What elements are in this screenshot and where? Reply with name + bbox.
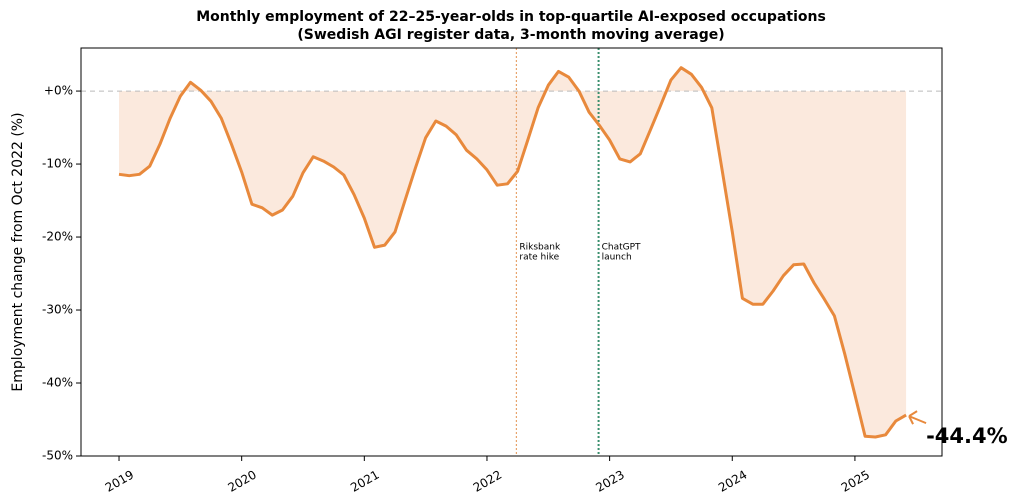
event-label: launch (602, 253, 632, 263)
y-tick-label: -20% (42, 230, 73, 244)
chart-title: Monthly employment of 22–25-year-olds in… (196, 9, 826, 25)
y-tick-label: -10% (42, 157, 73, 171)
line (118, 66, 907, 439)
plot-frame (80, 47, 943, 457)
y-tick-label: -40% (42, 376, 73, 390)
x-tick-label: 2022 (471, 468, 504, 495)
event-label: Riksbank (519, 243, 561, 253)
x-tick-label: 2020 (225, 468, 258, 495)
y-axis-label: Employment change from Oct 2022 (%) (10, 112, 26, 391)
chart-subtitle: (Swedish AGI register data, 3-month movi… (297, 27, 724, 43)
end-label: -44.4% (926, 424, 1008, 448)
x-tick-label: 2024 (716, 468, 749, 495)
y-tick-label: -30% (42, 303, 73, 317)
y-tick-label: +0% (44, 84, 73, 98)
y-tick-label: -50% (42, 449, 73, 463)
area (119, 67, 907, 437)
event-label: rate hike (519, 253, 559, 263)
event-label: ChatGPT (602, 243, 641, 253)
x-tick-label: 2021 (348, 468, 381, 495)
x-tick-label: 2023 (593, 468, 626, 495)
x-tick-label: 2019 (103, 468, 136, 495)
end-arrow (908, 410, 927, 425)
x-tick-label: 2025 (839, 468, 872, 495)
